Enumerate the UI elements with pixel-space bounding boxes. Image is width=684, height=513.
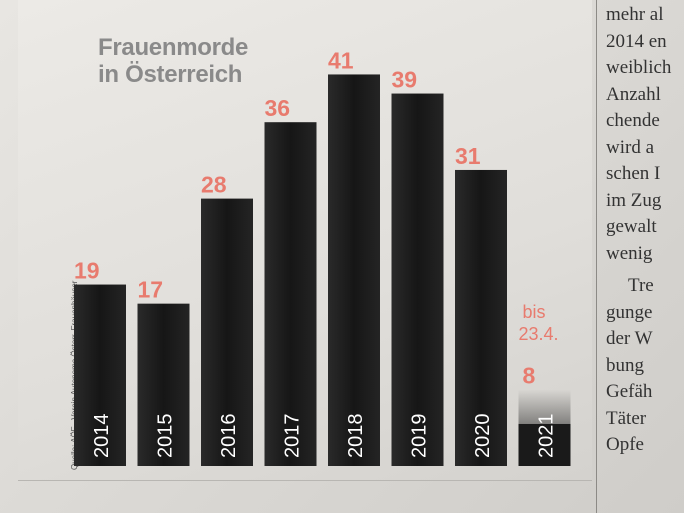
article-line: Anzahl [606, 83, 661, 105]
article-line: der W [606, 328, 653, 349]
year-label-2017: 2017 [282, 414, 304, 459]
partial-note-line-2: 23.4. [519, 324, 559, 344]
chart-panel: Frauenmorde in Österreich Quelle: AÖF –V… [18, 0, 592, 481]
article-line: gunge [606, 301, 653, 323]
article-line: wenig [606, 242, 653, 264]
year-label-2018: 2018 [345, 414, 367, 459]
article-line: Opfe [606, 434, 644, 455]
value-label-2015: 17 [138, 277, 164, 303]
column-divider [596, 0, 597, 513]
article-line: bung [606, 354, 644, 376]
article-line: mehr al [606, 4, 664, 25]
year-label-2014: 2014 [91, 414, 113, 459]
value-label-2020: 31 [455, 143, 481, 169]
value-label-2019: 39 [392, 67, 418, 93]
bar-2016 [201, 198, 253, 466]
article-line: Täter [606, 407, 647, 429]
partial-note-line-1: bis [523, 302, 546, 322]
article-line: schen I [606, 163, 661, 184]
bar-2020 [455, 169, 507, 466]
bar-chart: 19 2014 17 2015 28 2016 36 2017 41 2018 39 2019 31 20… [74, 47, 571, 467]
article-line: 2014 en [606, 30, 667, 52]
year-label-2019: 2019 [409, 414, 431, 459]
chart-title: Frauenmorde in Österreich [98, 34, 249, 88]
bar-2019 [391, 93, 444, 467]
bar-2014 [74, 284, 126, 466]
article-line: chende [606, 110, 660, 131]
article-text-column: mehr al 2014 en weiblich Anzahl chende wird a… [606, 0, 684, 513]
value-label-2018: 41 [328, 47, 354, 73]
value-label-2014: 19 [74, 258, 100, 284]
article-line: wird a [606, 136, 655, 158]
year-label-2020: 2020 [472, 414, 494, 459]
year-label-2015: 2015 [155, 414, 177, 459]
article-line: Gefäh [606, 381, 653, 402]
bar-2021-base [518, 423, 571, 466]
article-line: im Zug [606, 189, 662, 211]
bar-2015 [137, 303, 190, 466]
article-line: weiblich [606, 57, 672, 78]
value-label-2021: 8 [523, 363, 536, 389]
article-line: gewalt [606, 216, 657, 237]
value-label-2016: 28 [201, 172, 227, 198]
bar-2017 [264, 122, 317, 466]
year-label-2021: 2021 [536, 414, 558, 459]
bar-2018 [328, 74, 380, 466]
value-label-2017: 36 [265, 95, 291, 121]
article-line: Tre [628, 275, 654, 296]
year-label-2016: 2016 [218, 414, 240, 459]
